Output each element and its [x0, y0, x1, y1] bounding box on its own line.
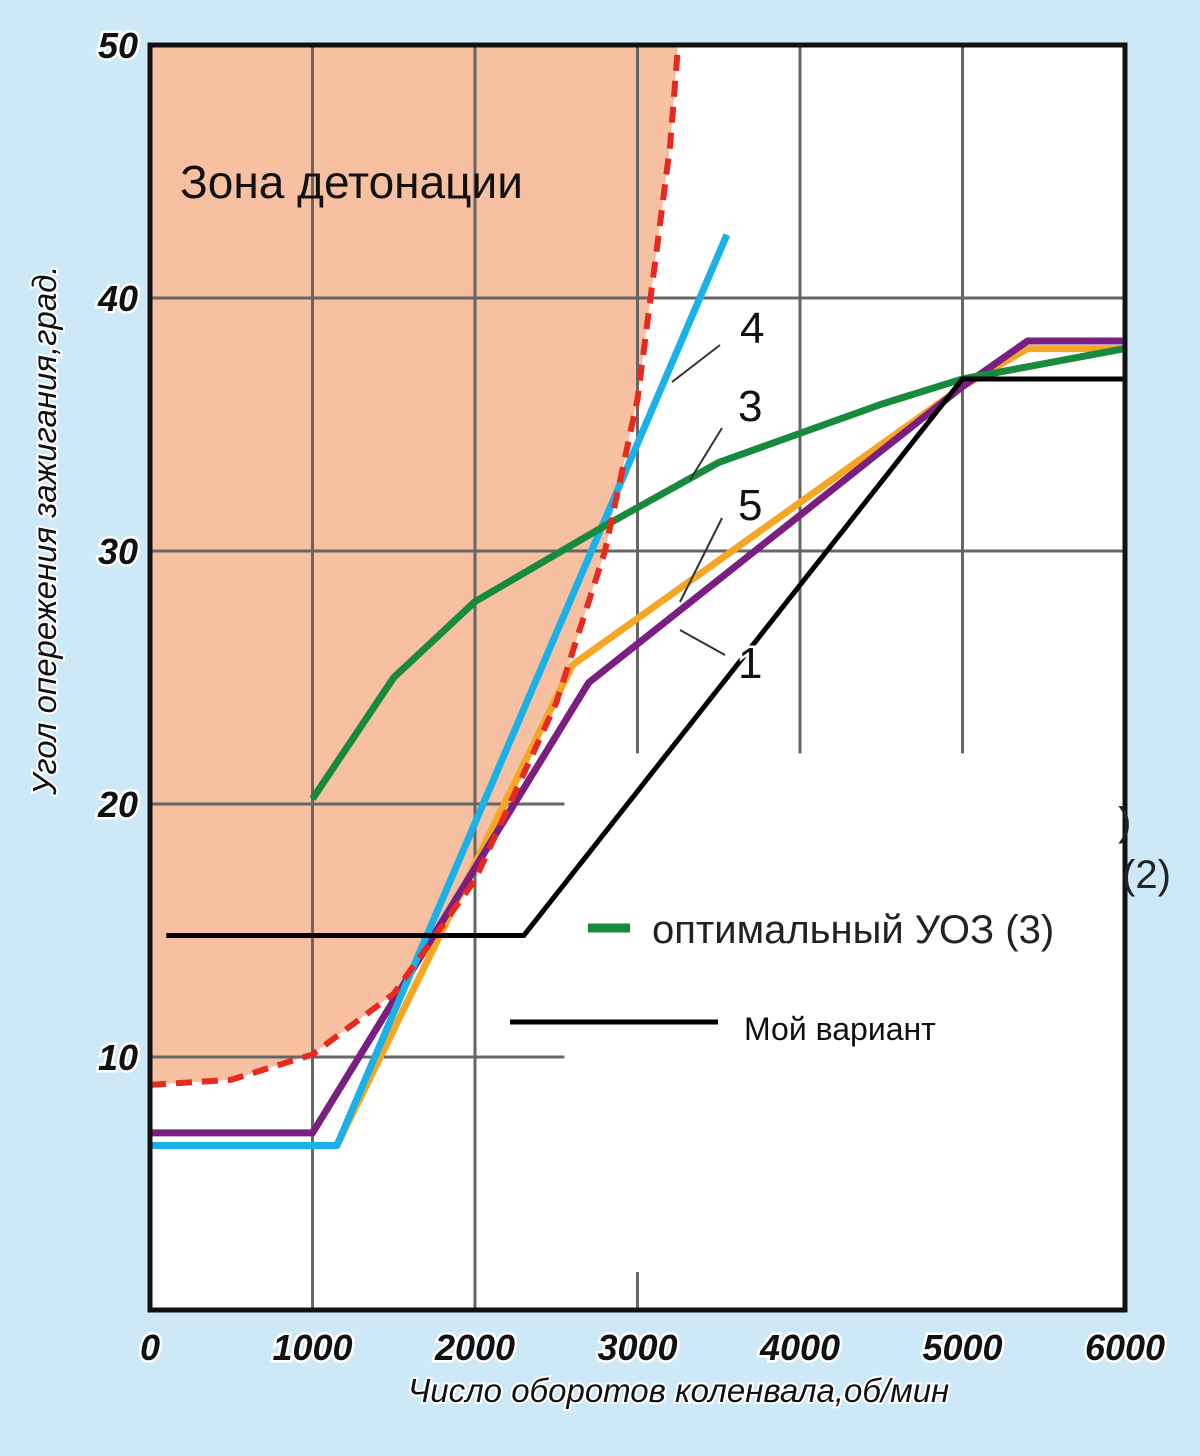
y-tick-label: 10	[98, 1037, 138, 1078]
plot-frame	[147, 42, 1128, 1313]
detonation-zone	[150, 45, 679, 1085]
y-tick-label: 40	[97, 278, 138, 319]
curve-leader-line	[679, 629, 726, 656]
curve-leader-line	[689, 427, 723, 481]
x-tick-label: 5000	[922, 1327, 1002, 1368]
curve-leader-line	[671, 344, 721, 383]
series-my-variant	[166, 376, 1125, 939]
x-tick-label: 0	[140, 1327, 160, 1368]
curve-label-1: 1	[738, 639, 762, 688]
x-tick-label: 6000	[1085, 1327, 1165, 1368]
y-tick-label: 50	[98, 25, 138, 66]
legend-fragment-paren: )	[1118, 800, 1131, 844]
series-group	[149, 44, 1126, 1150]
series-detonation-boundary	[149, 44, 682, 1088]
series-curve-3	[309, 345, 1126, 801]
series-curve-4	[150, 233, 731, 1150]
y-tick-label: 20	[97, 784, 138, 825]
series-curve-1	[150, 337, 1125, 1137]
curve-label-5: 5	[738, 481, 762, 530]
legend-label-my-variant: Мой вариант	[744, 1011, 936, 1047]
curve-label-3: 3	[738, 382, 762, 431]
x-tick-label: 4000	[759, 1327, 840, 1368]
curve-leaders	[671, 344, 726, 656]
curve-leader-line	[679, 517, 723, 603]
tick-labels: 0 1000 2000 3000 4000 5000 6000 10 20 30 40 50	[94, 23, 1167, 1371]
curve-label-4: 4	[740, 304, 764, 353]
legend-fragment-2: (2)	[1122, 853, 1171, 897]
x-axis-label: Число оборотов коленвала,об/мин	[408, 1372, 949, 1409]
legend-label-optimal: оптимальный УОЗ (3)	[652, 908, 1054, 952]
x-tick-label: 1000	[272, 1327, 352, 1368]
x-tick-label: 3000	[597, 1327, 677, 1368]
zone-label: Зона детонации	[180, 156, 523, 208]
y-axis-label: Угол опережения зажигания,град.	[26, 265, 63, 796]
x-tick-label: 2000	[434, 1327, 515, 1368]
y-tick-label: 30	[98, 531, 138, 572]
